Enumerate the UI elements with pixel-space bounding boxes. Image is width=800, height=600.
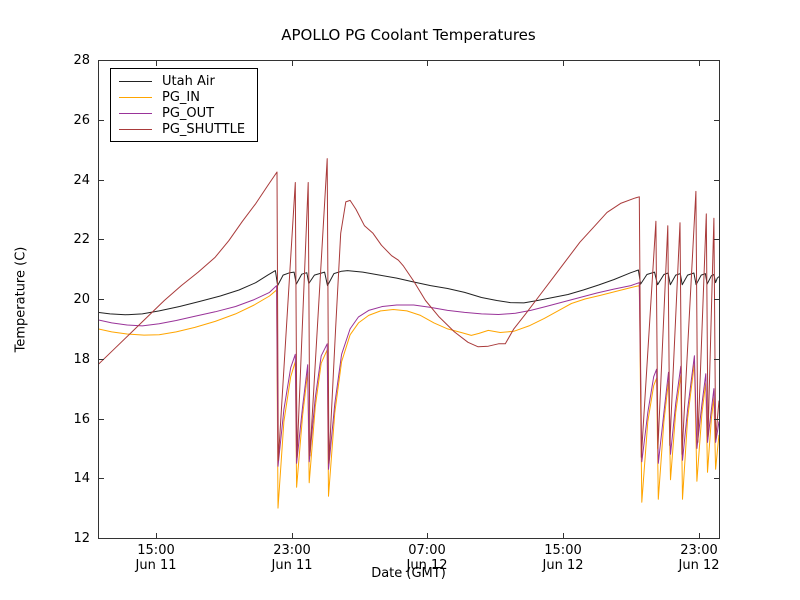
y-tick-label: 22 [73, 231, 90, 247]
legend-entry: Utah Air [119, 73, 245, 89]
x-tick-date: Jun 11 [271, 558, 313, 573]
x-tick-label: 07:00 Jun 12 [387, 543, 467, 573]
y-axis-label: Temperature (C) [13, 246, 29, 353]
y-tick-label: 16 [73, 411, 90, 427]
x-tick-date: Jun 12 [678, 558, 720, 573]
x-tick-time: 15:00 [544, 543, 582, 558]
legend: Utah Air PG_IN PG_OUT PG_SHUTTLE [110, 68, 259, 142]
x-tick-time: 15:00 [137, 543, 175, 558]
y-tick-label: 28 [73, 52, 90, 68]
series-line-utah-air [98, 269, 719, 316]
x-axis-label: Date (GMT) [371, 566, 446, 581]
x-tick-label: 23:00 Jun 11 [252, 543, 332, 573]
legend-line-sample [119, 112, 152, 114]
series-line-pg-shuttle [98, 158, 719, 464]
chart-title: APOLLO PG Coolant Temperatures [281, 26, 536, 44]
legend-line-sample [119, 96, 152, 98]
legend-entry: PG_OUT [119, 105, 245, 121]
x-tick-label: 15:00 Jun 11 [116, 543, 196, 573]
y-tick-label: 26 [73, 112, 90, 128]
legend-line-sample [119, 80, 152, 82]
x-tick-date: Jun 11 [135, 558, 177, 573]
legend-entry: PG_SHUTTLE [119, 121, 245, 137]
legend-label: PG_OUT [162, 105, 215, 121]
series-line-pg-in [98, 285, 719, 509]
x-tick-label: 15:00 Jun 12 [523, 543, 603, 573]
x-tick-time: 23:00 [273, 543, 311, 558]
y-tick-label: 18 [73, 351, 90, 367]
y-tick-label: 24 [73, 172, 90, 188]
legend-label: PG_IN [162, 89, 200, 105]
x-tick-date: Jun 12 [542, 558, 584, 573]
legend-label: PG_SHUTTLE [162, 121, 246, 137]
x-tick-date: Jun 12 [406, 558, 448, 573]
x-tick-label: 23:00 Jun 12 [659, 543, 739, 573]
y-tick-label: 20 [73, 291, 90, 307]
legend-label: Utah Air [162, 73, 215, 89]
series-line-pg-out [98, 282, 719, 470]
y-tick-label: 14 [73, 470, 90, 486]
x-tick-time: 07:00 [408, 543, 446, 558]
y-tick-label: 12 [73, 530, 90, 546]
legend-entry: PG_IN [119, 89, 245, 105]
x-tick-time: 23:00 [680, 543, 718, 558]
axes-frame [98, 60, 720, 539]
legend-line-sample [119, 128, 152, 130]
